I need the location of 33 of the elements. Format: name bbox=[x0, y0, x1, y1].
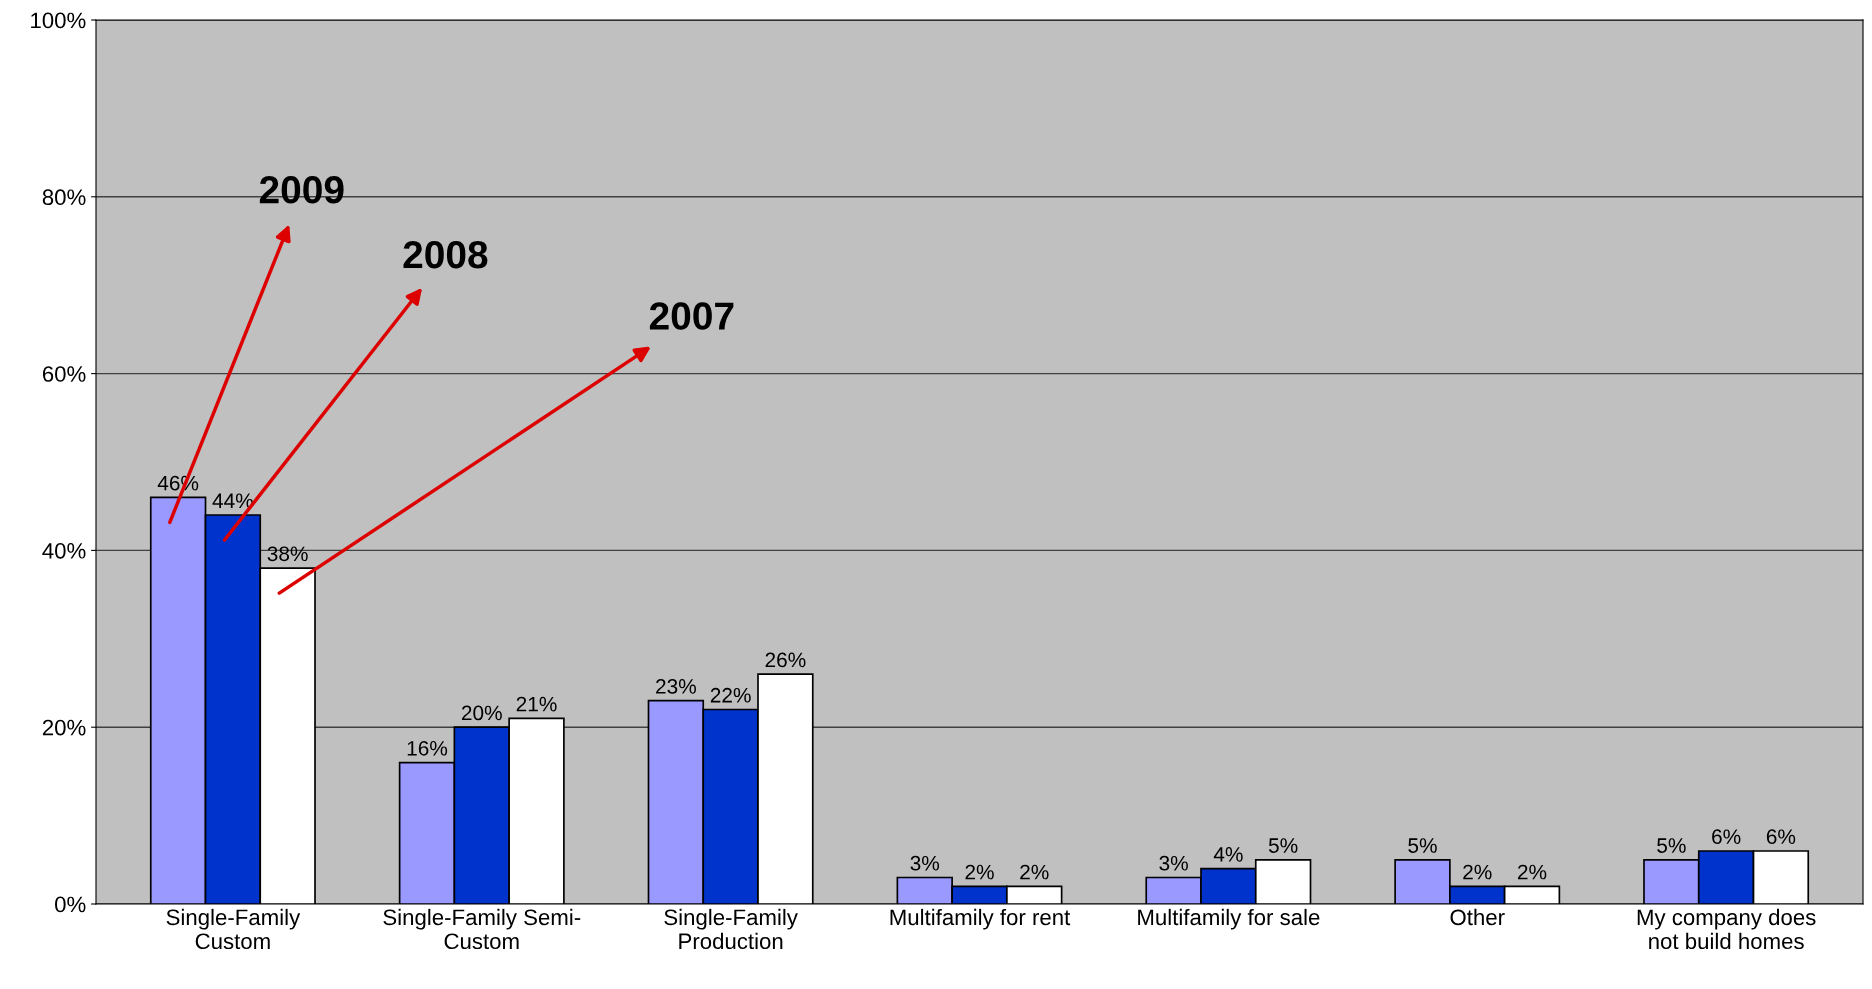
x-tick-label: Multifamily for sale bbox=[1138, 908, 1320, 930]
y-tick-label: 40% bbox=[42, 542, 86, 559]
text: 6% bbox=[1712, 829, 1741, 845]
text: 5% bbox=[1657, 838, 1686, 853]
text: 2% bbox=[1517, 864, 1547, 880]
x-tick-label: Single-Family Semi- Custom bbox=[383, 908, 581, 950]
text: 3% bbox=[910, 855, 940, 871]
y-tick-label: 80% bbox=[42, 189, 86, 206]
x-tick-label: My company does not build homes bbox=[1637, 908, 1816, 950]
text: 6% bbox=[1766, 829, 1796, 845]
x-tick-label: Single-Family Custom bbox=[166, 908, 301, 950]
y-tick-label: 100% bbox=[31, 12, 86, 29]
x-tick-label: Other bbox=[1450, 908, 1505, 926]
text: 2% bbox=[1020, 864, 1049, 880]
text: 5% bbox=[1408, 838, 1437, 853]
text: 2007 bbox=[649, 302, 734, 330]
x-tick-label: Single-Family Production bbox=[664, 908, 798, 950]
text: 3% bbox=[1159, 855, 1188, 871]
y-tick-label: 0% bbox=[55, 896, 86, 913]
text: 2% bbox=[965, 864, 994, 880]
text: 22% bbox=[710, 687, 751, 703]
text: 23% bbox=[656, 679, 696, 694]
text: 5% bbox=[1268, 838, 1298, 853]
text: 4% bbox=[1213, 847, 1243, 862]
text: 26% bbox=[765, 652, 806, 668]
y-tick-label: 60% bbox=[42, 366, 86, 382]
text: 20% bbox=[461, 705, 502, 721]
text: 2008 bbox=[403, 240, 488, 269]
x-tick-label: Multifamily for rent bbox=[890, 908, 1071, 930]
text: 16% bbox=[407, 740, 448, 756]
text: 21% bbox=[516, 696, 557, 712]
y-tick-label: 20% bbox=[42, 719, 86, 736]
text: 2% bbox=[1463, 864, 1492, 880]
